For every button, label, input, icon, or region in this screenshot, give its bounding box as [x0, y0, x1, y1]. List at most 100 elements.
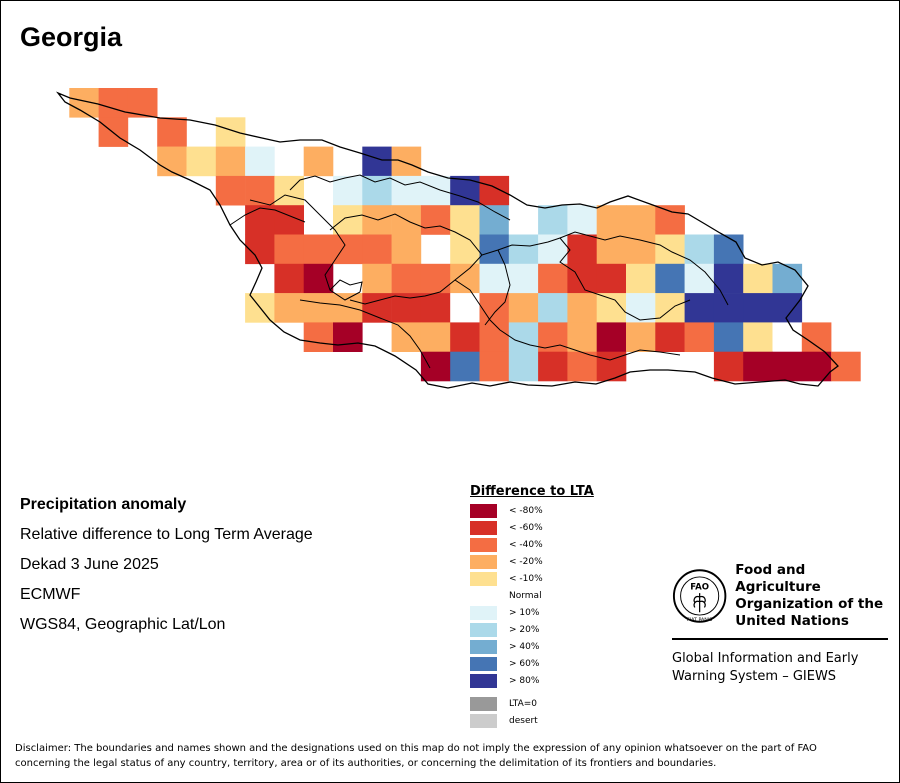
grid-cell [508, 322, 539, 352]
grid-cell [450, 263, 480, 294]
grid-cell [596, 322, 627, 352]
grid-cell [420, 293, 451, 323]
legend-extra-label: LTA=0 [509, 698, 537, 709]
info-line-4: WGS84, Geographic Lat/Lon [20, 616, 226, 633]
legend-title: Difference to LTA [470, 484, 594, 499]
grid-cell [538, 234, 568, 265]
grid-cell [626, 293, 656, 323]
fao-emblem-motto: FIAT PANIS [687, 617, 712, 623]
legend-class-label: > 40% [509, 641, 540, 652]
legend-class-row: < -10% [470, 570, 594, 587]
giews-name: Global Information and Early Warning Sys… [672, 650, 888, 686]
info-line-3: ECMWF [20, 586, 81, 603]
grid-cell [215, 117, 246, 147]
grid-cell [420, 322, 451, 352]
grid-cell [479, 175, 510, 206]
grid-cell [391, 322, 422, 352]
grid-cell [420, 205, 451, 235]
grid-cell [743, 351, 773, 382]
legend-class-label: < -60% [509, 522, 543, 533]
grid-cell [508, 293, 539, 323]
legend-class-label: < -10% [509, 573, 543, 584]
legend-extra-row: desert [470, 712, 594, 729]
grid-cell [508, 263, 539, 294]
grid-cell [567, 234, 597, 265]
legend-class-label: < -80% [509, 505, 543, 516]
grid-cell [538, 263, 568, 294]
grid-cell [743, 263, 773, 294]
grid-cell [713, 263, 744, 294]
grid-cell [450, 205, 480, 235]
grid-cell [538, 322, 568, 352]
grid-cell [333, 175, 363, 206]
grid-cell [303, 322, 334, 352]
grid-cell [479, 234, 510, 265]
grid-cell [479, 293, 510, 323]
grid-cell [684, 234, 715, 265]
grid-cell [626, 205, 656, 235]
legend-class-swatch [470, 588, 497, 603]
legend-class-swatch [470, 639, 497, 654]
grid-cell [245, 205, 275, 235]
region-boundary-9 [229, 207, 306, 226]
grid-cell [684, 322, 715, 352]
grid-cell [567, 293, 597, 323]
grid-cell [98, 88, 129, 118]
grid-cell [713, 322, 744, 352]
legend: Difference to LTA < -80% < -60% < -40% < -2… [470, 484, 594, 729]
grid-cell [655, 263, 685, 294]
grid-cell [713, 351, 744, 382]
legend-extra-swatch [470, 696, 497, 711]
legend-class-swatch [470, 503, 497, 518]
legend-class-label: < -40% [509, 539, 543, 550]
anomaly-map [55, 88, 861, 389]
legend-class-swatch [470, 656, 497, 671]
legend-class-swatch [470, 537, 497, 552]
info-heading: Precipitation anomaly [20, 496, 187, 513]
grid-cell [479, 322, 510, 352]
grid-cell [567, 322, 597, 352]
legend-extra-row: LTA=0 [470, 695, 594, 712]
legend-extra-label: desert [509, 715, 538, 726]
grid-cell [333, 205, 363, 235]
grid-cell [245, 175, 275, 206]
grid-cell [274, 263, 304, 294]
region-boundary-2 [289, 174, 511, 221]
grid-cell [743, 293, 773, 323]
grid-cell [215, 146, 246, 177]
grid-cell [508, 234, 539, 265]
fao-divider [672, 638, 888, 640]
grid-cell [245, 146, 275, 177]
info-line-1: Relative difference to Long Term Average [20, 526, 313, 543]
grid-cell [333, 322, 363, 352]
grid-cell [831, 351, 861, 382]
disclaimer-line-2: concerning the legal status of any count… [15, 758, 717, 769]
country-outline [55, 91, 839, 389]
region-boundary-4 [481, 237, 691, 321]
region-boundary-8 [484, 249, 511, 326]
fao-name: Food and Agriculture Organization of the… [735, 562, 888, 630]
fao-name-line-2: Organization of the [735, 596, 884, 612]
legend-class-swatch [470, 622, 497, 637]
grid-cell [538, 293, 568, 323]
grid-cell [333, 293, 363, 323]
info-line-2: Dekad 3 June 2025 [20, 556, 159, 573]
grid-cell [567, 351, 597, 382]
fao-branding: FAO FIAT PANIS Food and Agriculture Orga… [672, 562, 888, 686]
grid-cell [596, 263, 627, 294]
legend-class-label: > 10% [509, 607, 540, 618]
grid-cell [626, 234, 656, 265]
grid-cell [713, 293, 744, 323]
grid-cell [508, 351, 539, 382]
grid-cell [362, 175, 392, 206]
disclaimer-line-1: Disclaimer: The boundaries and names sho… [15, 743, 817, 754]
grid-cell [303, 234, 334, 265]
grid-cell [684, 293, 715, 323]
grid-cell [655, 322, 685, 352]
grid-cell [772, 351, 803, 382]
grid-cell [303, 263, 334, 294]
region-boundary-6 [454, 279, 681, 361]
legend-class-swatch [470, 605, 497, 620]
grid-cell [626, 322, 656, 352]
fao-name-line-1: Food and Agriculture [735, 562, 821, 595]
